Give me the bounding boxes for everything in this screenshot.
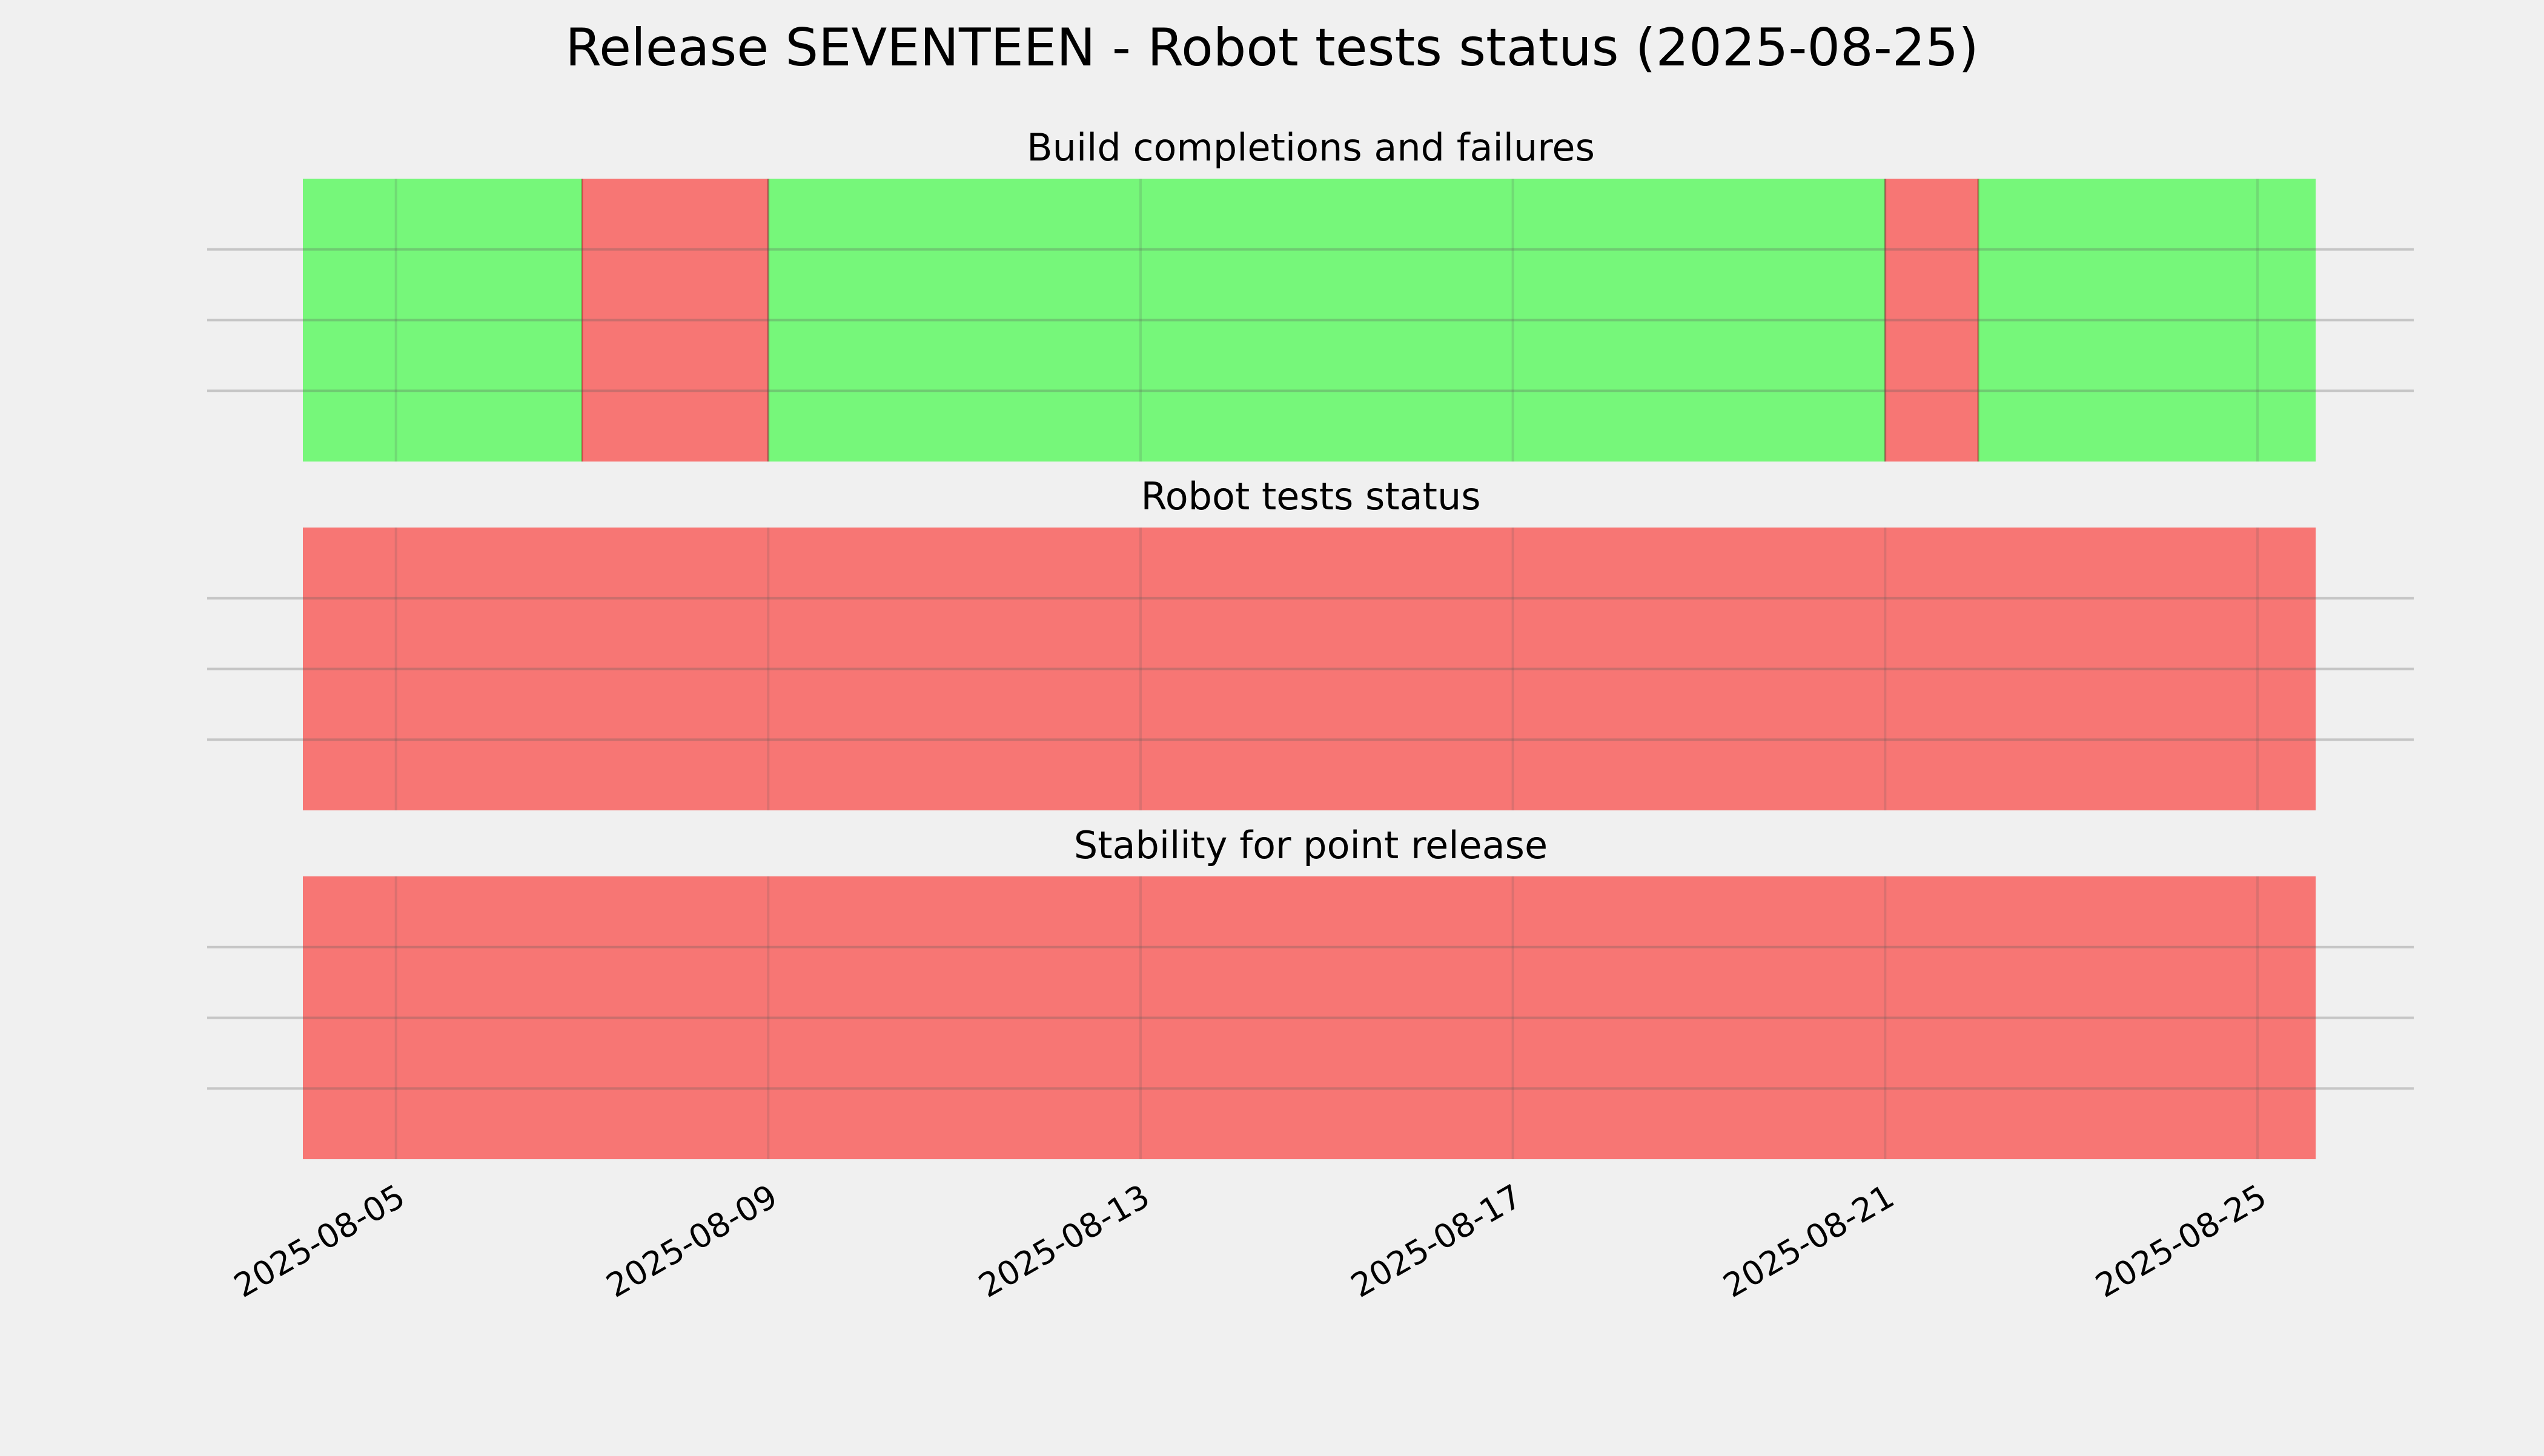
x-tick-label: 2025-08-17 [1345,1177,1528,1305]
x-tick-label: 2025-08-25 [2089,1177,2273,1305]
panel-1: Build completions and failures [207,125,2414,462]
status-segment-success [1978,179,2316,462]
x-tick-label: 2025-08-09 [600,1177,783,1305]
panels-layer: Build completions and failures Robot test… [207,125,2414,1159]
status-segment-success [768,179,1886,462]
x-tick-label: 2025-08-05 [228,1177,411,1305]
status-segment-failure [303,528,2316,810]
x-tick-label: 2025-08-21 [1717,1177,1900,1305]
panel-title: Stability for point release [1074,823,1548,867]
chart-title: Release SEVENTEEN - Robot tests status (… [565,18,1979,78]
status-segment-success [303,179,582,462]
panel-title: Build completions and failures [1027,125,1595,170]
panel-3: Stability for point release [207,823,2414,1159]
status-segment-failure [581,179,769,462]
x-axis: 2025-08-05 2025-08-09 2025-08-13 2025-08-17… [228,1177,2273,1305]
panel-title: Robot tests status [1141,474,1480,518]
status-segment-failure [303,876,2316,1159]
panel-2: Robot tests status [207,474,2414,810]
x-tick-label: 2025-08-13 [972,1177,1156,1305]
status-segment-failure [1885,179,1978,462]
